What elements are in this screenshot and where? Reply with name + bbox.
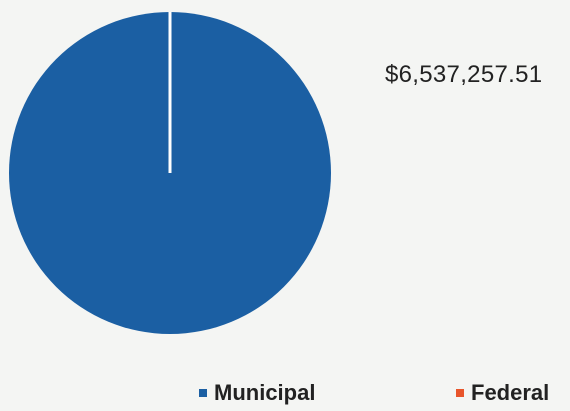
legend-label-federal: Federal <box>471 380 550 405</box>
legend: Municipal Federal <box>0 380 570 408</box>
legend-item-municipal: Municipal <box>199 380 315 406</box>
legend-swatch-federal <box>456 389 464 397</box>
pie-chart <box>9 12 331 334</box>
legend-item-federal: Federal <box>456 380 549 406</box>
legend-label-municipal: Municipal <box>214 380 316 405</box>
legend-swatch-municipal <box>199 389 207 397</box>
data-label-municipal: $6,537,257.51 <box>385 61 543 88</box>
